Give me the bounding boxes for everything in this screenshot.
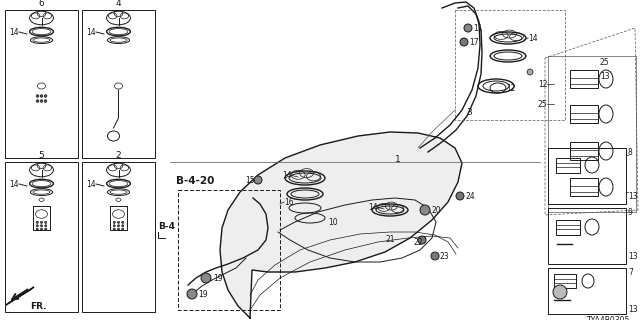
Text: 19: 19 bbox=[213, 274, 223, 283]
Circle shape bbox=[460, 38, 468, 46]
Circle shape bbox=[527, 69, 533, 75]
Circle shape bbox=[118, 225, 120, 227]
Bar bbox=[548, 148, 626, 204]
Text: 20: 20 bbox=[432, 206, 442, 215]
Text: 12: 12 bbox=[506, 84, 515, 93]
Text: 17: 17 bbox=[469, 38, 479, 47]
Polygon shape bbox=[220, 132, 462, 318]
Bar bbox=[570, 178, 598, 196]
Text: 14: 14 bbox=[282, 171, 292, 180]
Text: 14: 14 bbox=[86, 28, 95, 37]
Text: 10: 10 bbox=[328, 218, 338, 227]
Circle shape bbox=[45, 221, 47, 223]
Text: 5: 5 bbox=[38, 151, 44, 160]
Bar bbox=[178, 190, 280, 310]
Circle shape bbox=[36, 95, 39, 97]
Circle shape bbox=[118, 221, 120, 223]
Text: 11: 11 bbox=[473, 24, 483, 33]
Text: B-4: B-4 bbox=[158, 222, 175, 231]
Text: 21: 21 bbox=[385, 235, 394, 244]
Circle shape bbox=[45, 225, 47, 227]
Text: 24: 24 bbox=[465, 192, 475, 201]
Circle shape bbox=[40, 100, 43, 102]
Circle shape bbox=[553, 285, 567, 299]
Bar bbox=[5, 10, 78, 158]
Bar bbox=[548, 268, 626, 314]
Circle shape bbox=[40, 95, 43, 97]
Text: 7: 7 bbox=[628, 268, 633, 277]
Text: 19: 19 bbox=[198, 290, 207, 299]
Text: 14: 14 bbox=[86, 180, 95, 189]
Circle shape bbox=[113, 225, 115, 227]
Text: 2: 2 bbox=[116, 151, 122, 160]
Text: 13: 13 bbox=[628, 192, 637, 201]
Circle shape bbox=[45, 228, 47, 230]
Bar bbox=[570, 70, 598, 88]
Circle shape bbox=[122, 228, 124, 230]
Text: 12: 12 bbox=[538, 80, 547, 89]
Bar bbox=[455, 10, 565, 120]
Circle shape bbox=[36, 228, 38, 230]
Text: 22: 22 bbox=[413, 238, 422, 247]
Text: 14: 14 bbox=[368, 203, 378, 212]
Bar bbox=[548, 208, 626, 264]
Text: 3: 3 bbox=[466, 108, 472, 117]
Circle shape bbox=[113, 221, 115, 223]
Circle shape bbox=[40, 221, 42, 223]
Text: FR.: FR. bbox=[30, 302, 47, 311]
Bar bbox=[556, 220, 580, 235]
Text: 25: 25 bbox=[538, 100, 548, 109]
Circle shape bbox=[456, 192, 464, 200]
Text: 1: 1 bbox=[395, 155, 401, 164]
Text: 4: 4 bbox=[116, 0, 122, 8]
Circle shape bbox=[420, 205, 430, 215]
Circle shape bbox=[36, 225, 38, 227]
Bar bbox=[5, 162, 78, 312]
Text: 13: 13 bbox=[628, 305, 637, 314]
Circle shape bbox=[464, 24, 472, 32]
Text: 14: 14 bbox=[9, 28, 19, 37]
Bar bbox=[570, 142, 598, 160]
Circle shape bbox=[36, 221, 38, 223]
Text: TYA4B0305: TYA4B0305 bbox=[587, 316, 630, 320]
Circle shape bbox=[431, 252, 439, 260]
Circle shape bbox=[113, 228, 115, 230]
Bar bbox=[570, 105, 598, 123]
Circle shape bbox=[122, 225, 124, 227]
Circle shape bbox=[201, 273, 211, 283]
Circle shape bbox=[122, 221, 124, 223]
Circle shape bbox=[44, 100, 47, 102]
Circle shape bbox=[254, 176, 262, 184]
Text: 15: 15 bbox=[245, 176, 255, 185]
Text: 6: 6 bbox=[38, 0, 44, 8]
Bar bbox=[556, 158, 580, 173]
Bar bbox=[82, 162, 155, 312]
Text: 14: 14 bbox=[9, 180, 19, 189]
Text: 13: 13 bbox=[600, 72, 610, 81]
Text: 14: 14 bbox=[528, 34, 538, 43]
Text: 13: 13 bbox=[628, 252, 637, 261]
Circle shape bbox=[118, 228, 120, 230]
Circle shape bbox=[40, 225, 42, 227]
Circle shape bbox=[44, 95, 47, 97]
Circle shape bbox=[418, 236, 426, 244]
Text: 9: 9 bbox=[628, 208, 633, 217]
Bar bbox=[554, 274, 576, 288]
Polygon shape bbox=[6, 287, 34, 305]
Text: B-4-20: B-4-20 bbox=[176, 176, 214, 186]
Circle shape bbox=[187, 289, 197, 299]
Text: 16: 16 bbox=[284, 198, 294, 207]
Bar bbox=[82, 10, 155, 158]
Text: 8: 8 bbox=[628, 148, 633, 157]
Circle shape bbox=[36, 100, 39, 102]
Text: 25: 25 bbox=[600, 58, 610, 67]
Text: 23: 23 bbox=[440, 252, 450, 261]
Circle shape bbox=[40, 228, 42, 230]
